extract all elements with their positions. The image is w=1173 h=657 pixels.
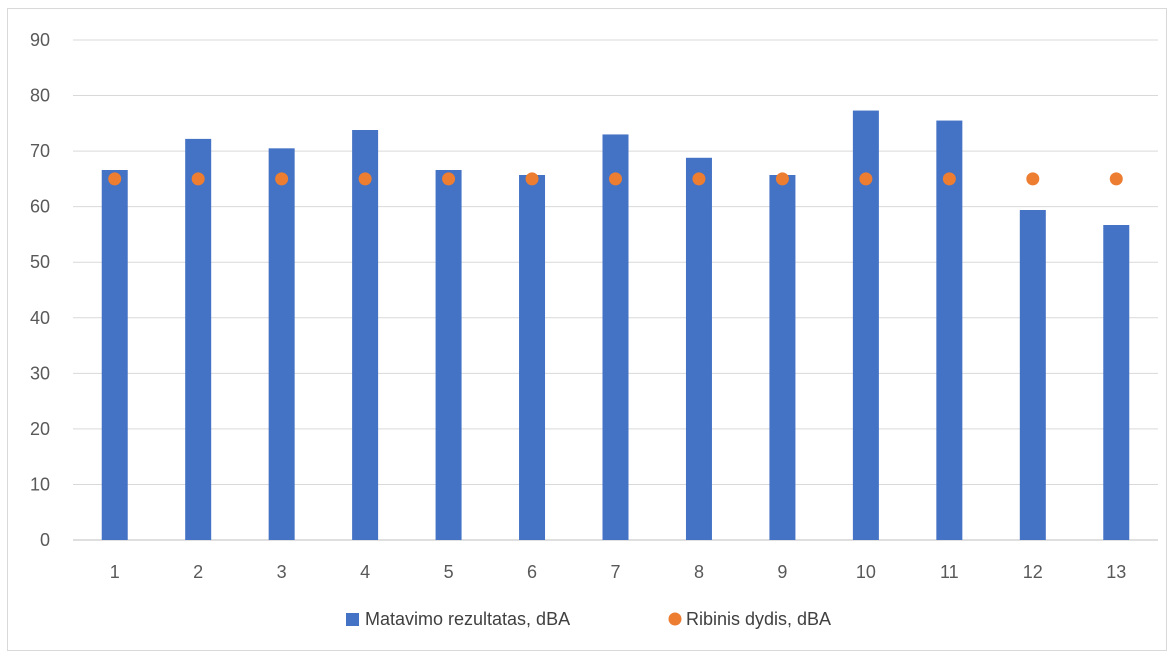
limit-marker	[609, 172, 622, 186]
x-axis-tick-labels: 1 2 3 4 5 6 7 8 9 10 11 12 13	[110, 562, 1127, 582]
y-tick-label: 70	[30, 141, 50, 161]
y-tick-label: 30	[30, 363, 50, 383]
bar	[185, 138, 212, 540]
x-tick-label: 12	[1023, 562, 1043, 582]
bar	[268, 148, 295, 541]
y-tick-label: 80	[30, 86, 50, 106]
y-tick-label: 20	[30, 419, 50, 439]
legend: Matavimo rezultatas, dBA Ribinis dydis, d…	[346, 609, 831, 629]
limit-marker	[525, 172, 539, 186]
limit-marker	[442, 172, 456, 186]
y-tick-label: 60	[30, 197, 50, 217]
bar	[602, 134, 629, 540]
bar-series	[101, 110, 1130, 541]
bar	[1103, 225, 1130, 540]
marker-series	[108, 172, 1123, 186]
x-tick-label: 3	[277, 562, 287, 582]
x-tick-label: 5	[444, 562, 454, 582]
x-tick-label: 7	[610, 562, 620, 582]
limit-marker	[191, 172, 205, 186]
x-tick-label: 10	[856, 562, 876, 582]
y-tick-label: 10	[30, 474, 50, 494]
legend-swatch-marker	[668, 612, 682, 626]
bar	[101, 170, 128, 540]
limit-marker	[692, 172, 706, 186]
x-tick-label: 4	[360, 562, 370, 582]
x-tick-label: 6	[527, 562, 537, 582]
legend-swatch-bar	[346, 613, 359, 626]
x-tick-label: 2	[193, 562, 203, 582]
bar	[435, 170, 462, 540]
y-tick-label: 90	[30, 30, 50, 50]
y-axis-tick-labels: 0 10 20 30 40 50 60 70 80 90	[30, 30, 50, 550]
x-tick-label: 9	[777, 562, 787, 582]
limit-marker	[358, 172, 372, 186]
bar	[936, 120, 963, 541]
bar	[519, 175, 546, 540]
limit-marker	[775, 172, 789, 186]
legend-label-measurement: Matavimo rezultatas, dBA	[365, 609, 570, 629]
y-tick-label: 40	[30, 308, 50, 328]
x-tick-label: 13	[1106, 562, 1126, 582]
limit-marker	[1026, 172, 1040, 186]
limit-marker	[1109, 172, 1123, 186]
limit-marker	[859, 172, 873, 186]
bar	[352, 130, 379, 540]
x-tick-label: 1	[110, 562, 120, 582]
bar	[1019, 210, 1046, 540]
y-tick-label: 50	[30, 252, 50, 272]
limit-marker	[275, 172, 289, 186]
bar	[685, 157, 712, 540]
x-tick-label: 8	[694, 562, 704, 582]
limit-marker	[942, 172, 956, 186]
limit-marker	[108, 172, 122, 186]
gridlines	[73, 39, 1158, 541]
x-tick-label: 11	[940, 562, 959, 582]
y-tick-label: 0	[40, 530, 50, 550]
legend-label-limit: Ribinis dydis, dBA	[686, 609, 831, 629]
bar	[769, 175, 796, 540]
